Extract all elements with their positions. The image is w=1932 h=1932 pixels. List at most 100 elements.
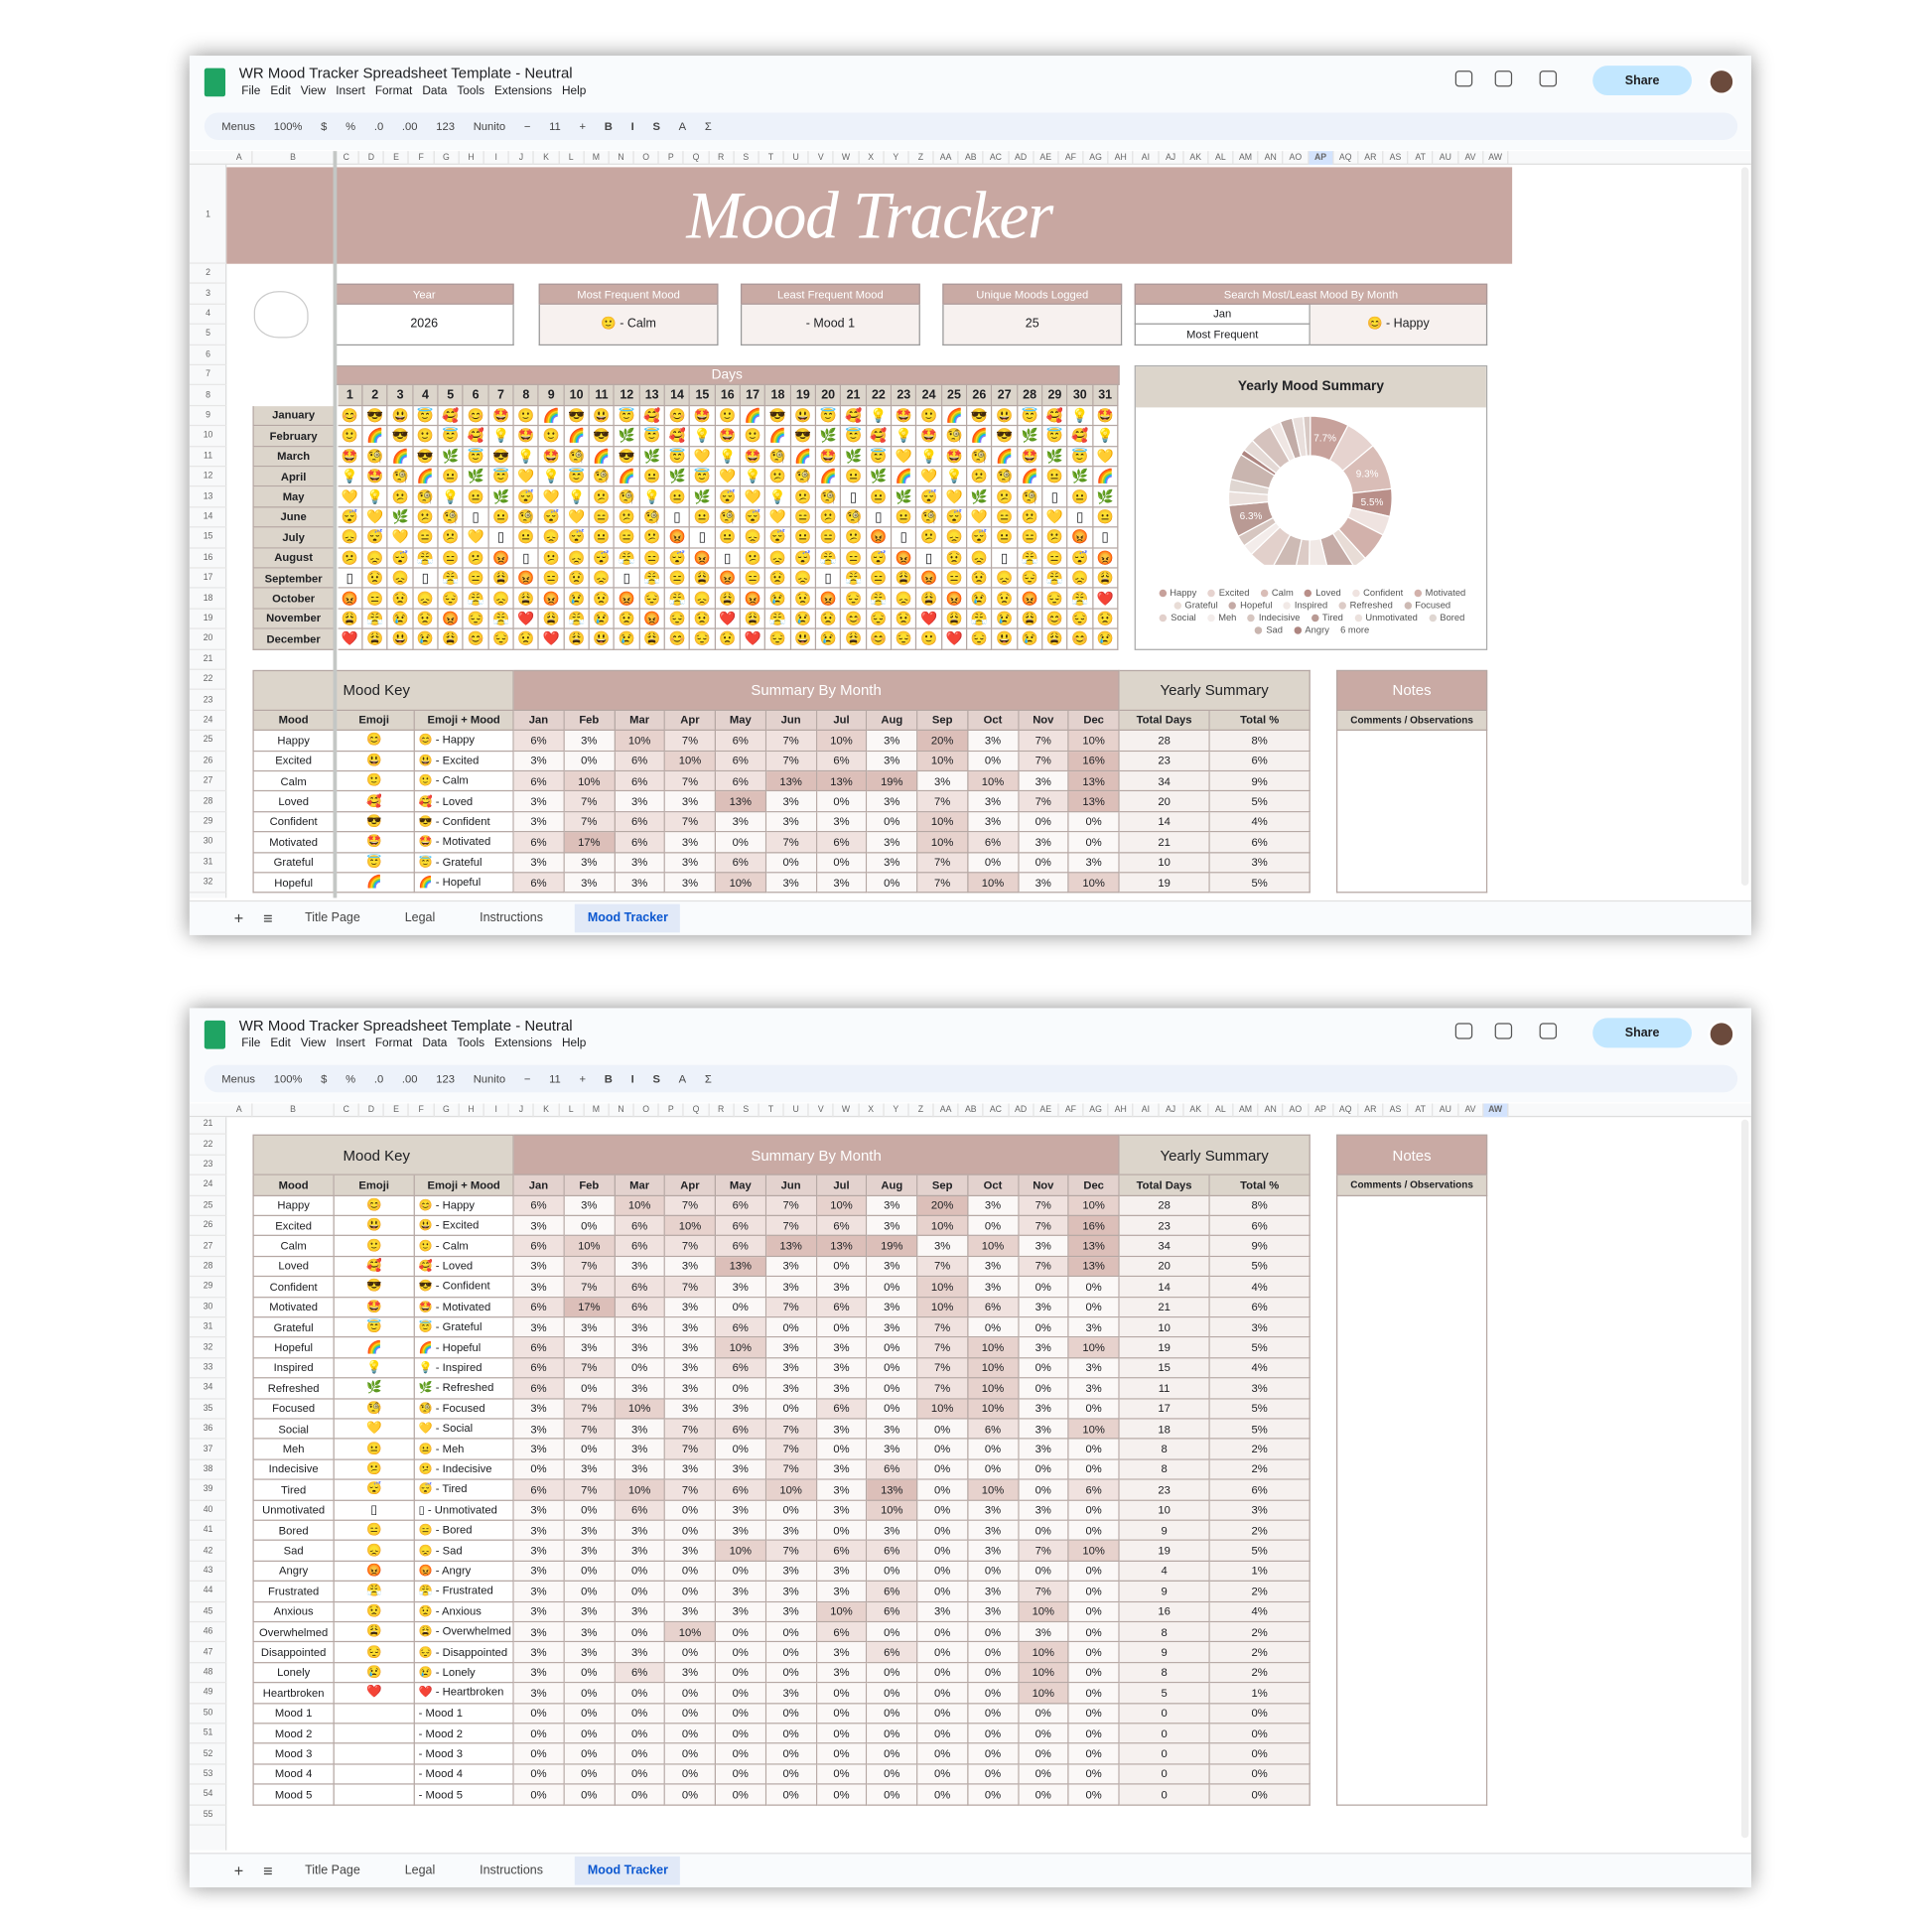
toolbar-item[interactable]: I	[630, 1072, 634, 1085]
menu-item[interactable]: View	[300, 1036, 327, 1050]
menu-item[interactable]: Tools	[457, 83, 485, 98]
menu-item[interactable]: File	[241, 83, 261, 98]
emoji-cell: 😐	[790, 527, 817, 549]
toolbar-item[interactable]: −	[523, 120, 531, 133]
month-percent: 13%	[765, 771, 817, 792]
month-percent: 3%	[564, 1520, 616, 1542]
toolbar-item[interactable]: I	[630, 120, 634, 133]
month-percent: 10%	[1068, 1195, 1120, 1216]
menu-item[interactable]: Data	[422, 1036, 448, 1050]
toolbar-item[interactable]: 11	[549, 120, 561, 133]
toolbar-item[interactable]: S	[652, 1072, 660, 1085]
tab-control[interactable]: +	[233, 1861, 244, 1880]
toolbar-item[interactable]: .0	[373, 120, 384, 133]
menu-item[interactable]: Extensions	[494, 1036, 553, 1050]
month-percent: 20%	[917, 731, 969, 752]
toolbar-item[interactable]: .0	[373, 1072, 384, 1085]
menu-item[interactable]: Insert	[336, 1036, 365, 1050]
toolbar-item[interactable]: 100%	[273, 1072, 303, 1085]
menu-item[interactable]: File	[241, 1036, 261, 1050]
sheet-tab[interactable]: Instructions	[480, 1863, 543, 1878]
toolbar-item[interactable]: Menus	[221, 120, 255, 133]
toolbar-item[interactable]: .00	[401, 120, 418, 133]
menu-item[interactable]: Insert	[336, 83, 365, 98]
emoji-cell: 😐	[690, 507, 716, 528]
month-percent: 0%	[716, 1561, 766, 1583]
sheet-scrollbar	[1740, 167, 1749, 886]
toolbar-item[interactable]: 100%	[273, 120, 303, 133]
column-letter: AL	[1208, 1103, 1234, 1118]
total-percent: 6%	[1209, 1479, 1311, 1501]
share-button[interactable]: Share	[1592, 1018, 1693, 1048]
month-percent: 3%	[867, 1256, 918, 1278]
legend-label: Inspired	[1294, 599, 1328, 611]
menu-item[interactable]: View	[300, 83, 327, 98]
toolbar-icon[interactable]	[1454, 70, 1473, 87]
toolbar-item[interactable]: Menus	[221, 1072, 255, 1085]
tab-control[interactable]: ≡	[263, 908, 273, 928]
share-button[interactable]: Share	[1592, 66, 1693, 96]
toolbar-item[interactable]: %	[345, 1072, 356, 1085]
emoji-cell: 🧐	[589, 467, 616, 487]
menu-item[interactable]: Data	[422, 83, 448, 98]
toolbar-item[interactable]: Nunito	[473, 1072, 506, 1085]
toolbar-item[interactable]: Σ	[704, 1072, 712, 1085]
month-percent: 0%	[564, 1500, 616, 1521]
toolbar-item[interactable]: B	[604, 1072, 613, 1085]
toolbar-item[interactable]: B	[604, 120, 613, 133]
toolbar-item[interactable]: $	[321, 1072, 328, 1085]
toolbar-icon[interactable]	[1494, 1023, 1513, 1039]
tab-control[interactable]: +	[233, 908, 244, 928]
column-letter: AC	[984, 151, 1010, 165]
toolbar-item[interactable]: 11	[549, 1072, 561, 1085]
row-number: 28	[189, 792, 227, 813]
month-percent: 0%	[917, 1724, 969, 1744]
sheet-tab[interactable]: Legal	[404, 911, 436, 925]
menu-item[interactable]: Format	[374, 1036, 413, 1050]
toolbar-icon[interactable]	[1454, 1023, 1473, 1039]
column-letter: P	[659, 1103, 685, 1118]
emoji-cell: 🥰	[438, 405, 465, 427]
toolbar-item[interactable]: +	[579, 1072, 587, 1085]
menu-item[interactable]: Help	[561, 83, 587, 98]
month-percent: 0%	[1019, 812, 1069, 833]
month-percent: 7%	[665, 731, 717, 752]
toolbar-item[interactable]: S	[652, 120, 660, 133]
month-dropdown[interactable]: Jan	[1134, 304, 1311, 326]
month-percent: 3%	[716, 1399, 766, 1420]
toolbar-item[interactable]: −	[523, 1072, 531, 1085]
toolbar-item[interactable]: A	[678, 120, 687, 133]
sheet-tab[interactable]: Instructions	[480, 911, 543, 925]
month-percent: 0%	[615, 1743, 666, 1765]
toolbar-item[interactable]: +	[579, 120, 587, 133]
menu-item[interactable]: Format	[374, 83, 413, 98]
toolbar-icon[interactable]	[1539, 70, 1558, 87]
sheet-tab[interactable]: Title Page	[305, 1863, 360, 1878]
menu-item[interactable]: Extensions	[494, 83, 553, 98]
toolbar-item[interactable]: Nunito	[473, 120, 506, 133]
toolbar-item[interactable]: 123	[436, 120, 455, 133]
toolbar-item[interactable]: %	[345, 120, 356, 133]
toolbar-item[interactable]: $	[321, 120, 328, 133]
slice-label: 5.5%	[1361, 497, 1384, 508]
toolbar-icon[interactable]	[1494, 70, 1513, 87]
toolbar-item[interactable]: .00	[401, 1072, 418, 1085]
toolbar-item[interactable]: 123	[436, 1072, 455, 1085]
toolbar-icon[interactable]	[1539, 1023, 1558, 1039]
legend-more[interactable]: 6 more	[1340, 623, 1370, 635]
month-percent: 0%	[1068, 1784, 1120, 1806]
donut-slice	[1303, 416, 1311, 457]
menu-item[interactable]: Tools	[457, 1036, 485, 1050]
sheet-tab[interactable]: Legal	[404, 1863, 436, 1878]
sheet-tab[interactable]: Mood Tracker	[575, 903, 681, 933]
sheet-tab[interactable]: Title Page	[305, 911, 360, 925]
menu-item[interactable]: Edit	[270, 1036, 291, 1050]
toolbar-item[interactable]: Σ	[704, 120, 712, 133]
sheet-tab[interactable]: Mood Tracker	[575, 1856, 681, 1885]
mode-dropdown[interactable]: Most Frequent	[1134, 325, 1311, 345]
month-percent: 6%	[968, 832, 1020, 853]
toolbar-item[interactable]: A	[678, 1072, 687, 1085]
menu-item[interactable]: Edit	[270, 83, 291, 98]
tab-control[interactable]: ≡	[263, 1861, 273, 1880]
menu-item[interactable]: Help	[561, 1036, 587, 1050]
